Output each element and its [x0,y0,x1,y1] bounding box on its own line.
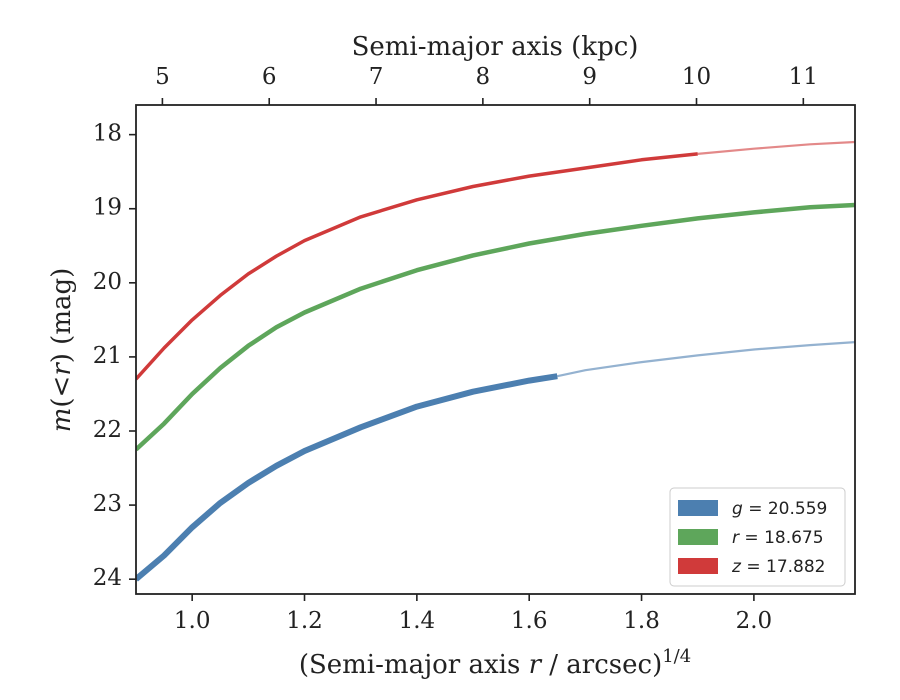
x-tick-label: 1.8 [623,608,660,634]
y-axis-title-paren: (< [47,376,77,408]
legend-equals: = [743,499,768,519]
legend-equals: = [739,528,764,548]
x-tick-label: 1.2 [286,608,323,634]
y-tick-label: 18 [93,121,122,147]
plot-frame [135,104,856,595]
y-tick-label: 20 [93,269,122,295]
series-curves [136,140,855,582]
x-axis-title-variable: r [529,650,543,680]
x-tick-label: 1.6 [511,608,548,634]
x-axis-title-prefix: (Semi-major axis [299,650,529,680]
top-tick-label: 8 [476,64,491,90]
top-tick-label: 9 [582,64,597,90]
series-z-line [136,152,698,381]
y-tick-label: 21 [93,343,122,369]
legend-var-z: z [731,557,742,577]
top-axis-title: Semi-major axis (kpc) [352,32,639,62]
y-axis-title-unit: ) (mag) [47,268,77,364]
legend-swatch-g [678,500,718,516]
x-axis-title-suffix: / arcsec) [541,650,662,680]
x-axis-title: (Semi-major axis r / arcsec)1/4 [299,646,691,680]
legend-swatch-z [678,558,718,574]
y-tick-label: 24 [93,565,122,591]
top-tick-label: 7 [369,64,384,90]
y-axis-title-r: r [47,362,77,376]
series-g-extrapolated-line [557,341,855,378]
series-z-extrapolated-line [697,140,855,155]
y-tick-label: 19 [93,195,122,221]
y-axis-title: m(<r) (mag) [47,268,77,433]
legend-value-g: 20.559 [768,499,827,519]
x-tick-label: 1.0 [174,608,211,634]
top-tick-label: 6 [262,64,277,90]
axis-ticks: 1.0 1.2 1.4 1.6 1.8 2.0 18 19 20 21 22 23 24 5 6 7 8 9 10 1… [93,64,818,634]
legend-label-r: r = 18.675 [732,528,824,548]
legend: g = 20.559 r = 18.675 z = 17.882 [669,487,846,587]
series-r-line [136,202,855,452]
y-tick-label: 23 [93,491,122,517]
x-tick-label: 2.0 [736,608,773,634]
x-tick-label: 1.4 [399,608,436,634]
legend-var-g: g [732,499,743,519]
legend-label-z: z = 17.882 [731,557,825,577]
top-tick-label: 11 [789,64,818,90]
x-axis-title-superscript: 1/4 [662,646,691,667]
legend-var-r: r [732,528,740,548]
y-tick-label: 22 [93,417,122,443]
legend-label-g: g = 20.559 [732,499,827,519]
legend-equals: = [741,557,766,577]
top-tick-label: 5 [155,64,170,90]
legend-swatch-r [678,529,718,545]
legend-value-r: 18.675 [764,528,823,548]
top-tick-label: 10 [682,64,711,90]
legend-value-z: 17.882 [766,557,825,577]
series-g-line [136,373,558,582]
y-axis-title-var: m [47,408,77,433]
